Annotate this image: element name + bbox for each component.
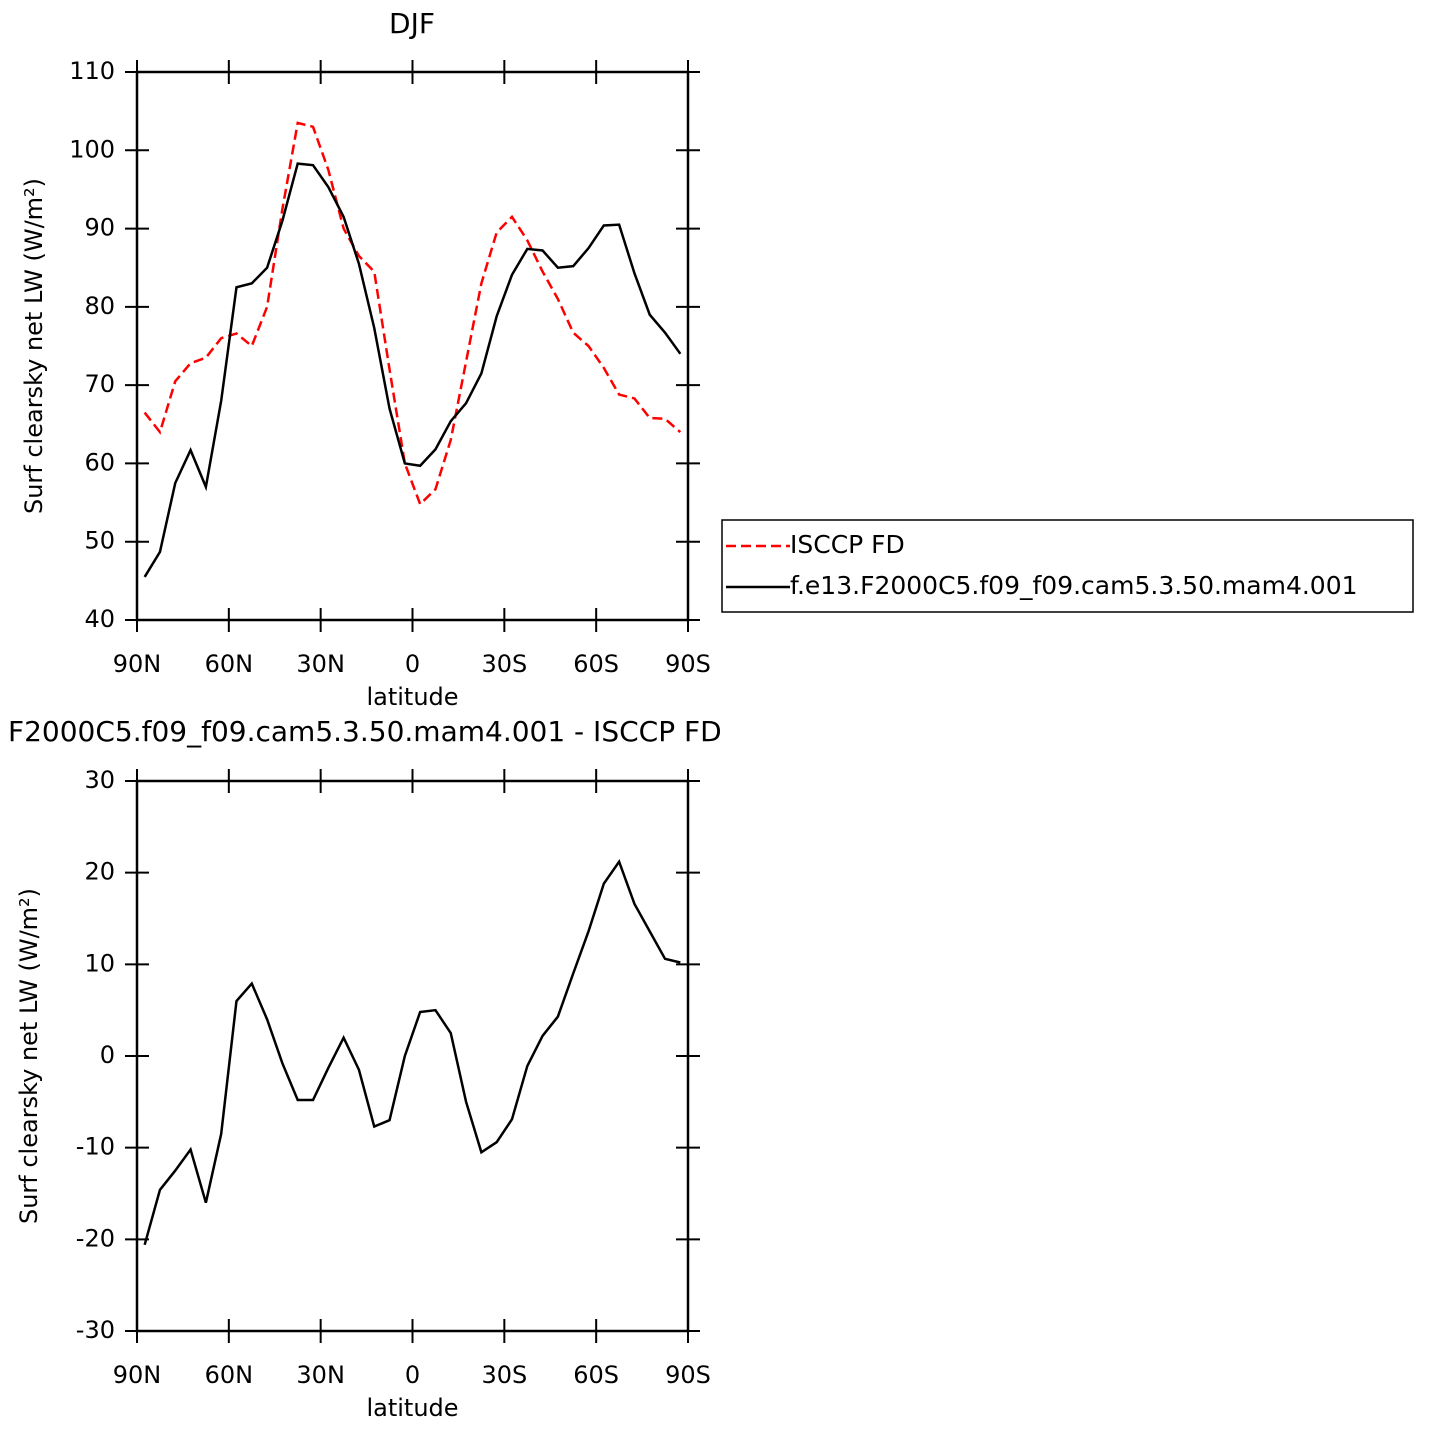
y-tick-label: 110 xyxy=(69,57,115,85)
y-tick-label: 10 xyxy=(84,949,115,977)
y-tick-label: 60 xyxy=(84,448,115,476)
data-line xyxy=(143,162,682,578)
x-axis-label: latitude xyxy=(366,683,458,711)
y-tick-label: 100 xyxy=(69,135,115,163)
legend-label: ISCCP FD xyxy=(790,530,905,559)
x-tick-label: 30S xyxy=(481,1361,527,1389)
y-axis-label: Surf clearsky net LW (W/m²) xyxy=(15,888,43,1224)
y-tick-label: 80 xyxy=(84,292,115,320)
x-tick-label: 90S xyxy=(665,650,711,678)
x-axis-label: latitude xyxy=(366,1394,458,1422)
x-tick-label: 30N xyxy=(296,1361,345,1389)
y-tick-label: 90 xyxy=(84,214,115,242)
chart-title: F2000C5.f09_f09.cam5.3.50.mam4.001 - ISC… xyxy=(8,715,722,748)
data-line xyxy=(143,121,682,507)
y-axis-label: Surf clearsky net LW (W/m²) xyxy=(20,178,48,514)
legend-label: f.e13.F2000C5.f09_f09.cam5.3.50.mam4.001 xyxy=(790,571,1358,600)
x-tick-label: 0 xyxy=(405,650,420,678)
x-tick-label: 60N xyxy=(205,650,254,678)
y-tick-label: 0 xyxy=(100,1041,115,1069)
x-tick-label: 90N xyxy=(113,1361,162,1389)
x-tick-label: 0 xyxy=(405,1361,420,1389)
y-tick-label: 50 xyxy=(84,527,115,555)
y-tick-label: -30 xyxy=(76,1316,115,1344)
x-tick-label: 90S xyxy=(665,1361,711,1389)
y-tick-label: 40 xyxy=(84,605,115,633)
plot-frame xyxy=(135,779,690,1333)
y-tick-label: 70 xyxy=(84,370,115,398)
y-tick-label: 30 xyxy=(84,766,115,794)
y-tick-label: -10 xyxy=(76,1133,115,1161)
chart-title: DJF xyxy=(389,7,435,40)
x-tick-label: 30N xyxy=(296,650,345,678)
x-tick-label: 60S xyxy=(573,1361,619,1389)
data-line xyxy=(143,858,681,1246)
x-tick-label: 60N xyxy=(205,1361,254,1389)
legend-box xyxy=(721,519,1414,613)
y-tick-label: 20 xyxy=(84,858,115,886)
y-tick-label: -20 xyxy=(76,1224,115,1252)
plot-frame xyxy=(135,70,690,622)
x-tick-label: 90N xyxy=(113,650,162,678)
x-tick-label: 30S xyxy=(481,650,527,678)
x-tick-label: 60S xyxy=(573,650,619,678)
